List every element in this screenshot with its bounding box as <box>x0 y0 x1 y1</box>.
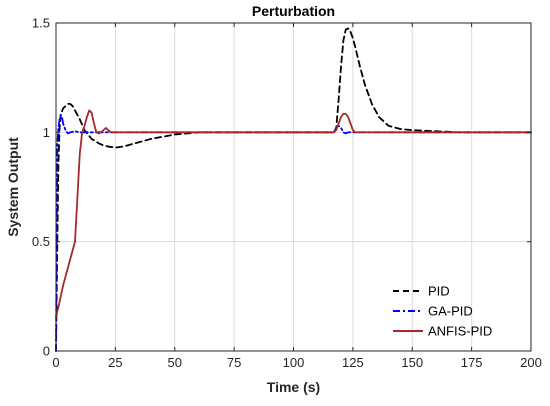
x-tick-label: 25 <box>108 355 122 370</box>
x-tick-label: 200 <box>520 355 542 370</box>
x-tick-label: 50 <box>168 355 182 370</box>
x-tick-label: 100 <box>283 355 305 370</box>
y-tick-label: 0.5 <box>32 234 50 249</box>
chart-title: Perturbation <box>252 3 335 19</box>
series-line-ga-pid <box>55 113 532 352</box>
y-tick-label: 1 <box>43 125 50 140</box>
series-line-anfis-pid <box>55 109 532 320</box>
x-axis-title: Time (s) <box>267 379 320 395</box>
x-tick-label: 175 <box>461 355 483 370</box>
y-tick-label: 0 <box>43 344 50 359</box>
x-tick-label: 125 <box>342 355 364 370</box>
x-tick-label: 75 <box>227 355 241 370</box>
series-layer <box>55 27 532 352</box>
y-axis-title: System Output <box>5 137 21 237</box>
legend: PID GA-PID ANFIS-PID <box>393 284 492 339</box>
legend-label-ga-pid: GA-PID <box>428 304 473 319</box>
series-line-pid <box>55 27 532 352</box>
x-tick-label: 150 <box>401 355 423 370</box>
legend-label-pid: PID <box>428 284 450 299</box>
legend-label-anfis-pid: ANFIS-PID <box>428 324 492 339</box>
y-tick-label: 1.5 <box>32 16 50 31</box>
tick-layer: 0 25 50 75 100 125 150 175 200 0 0.5 1 1.5 <box>32 16 542 371</box>
x-tick-label: 0 <box>52 355 59 370</box>
